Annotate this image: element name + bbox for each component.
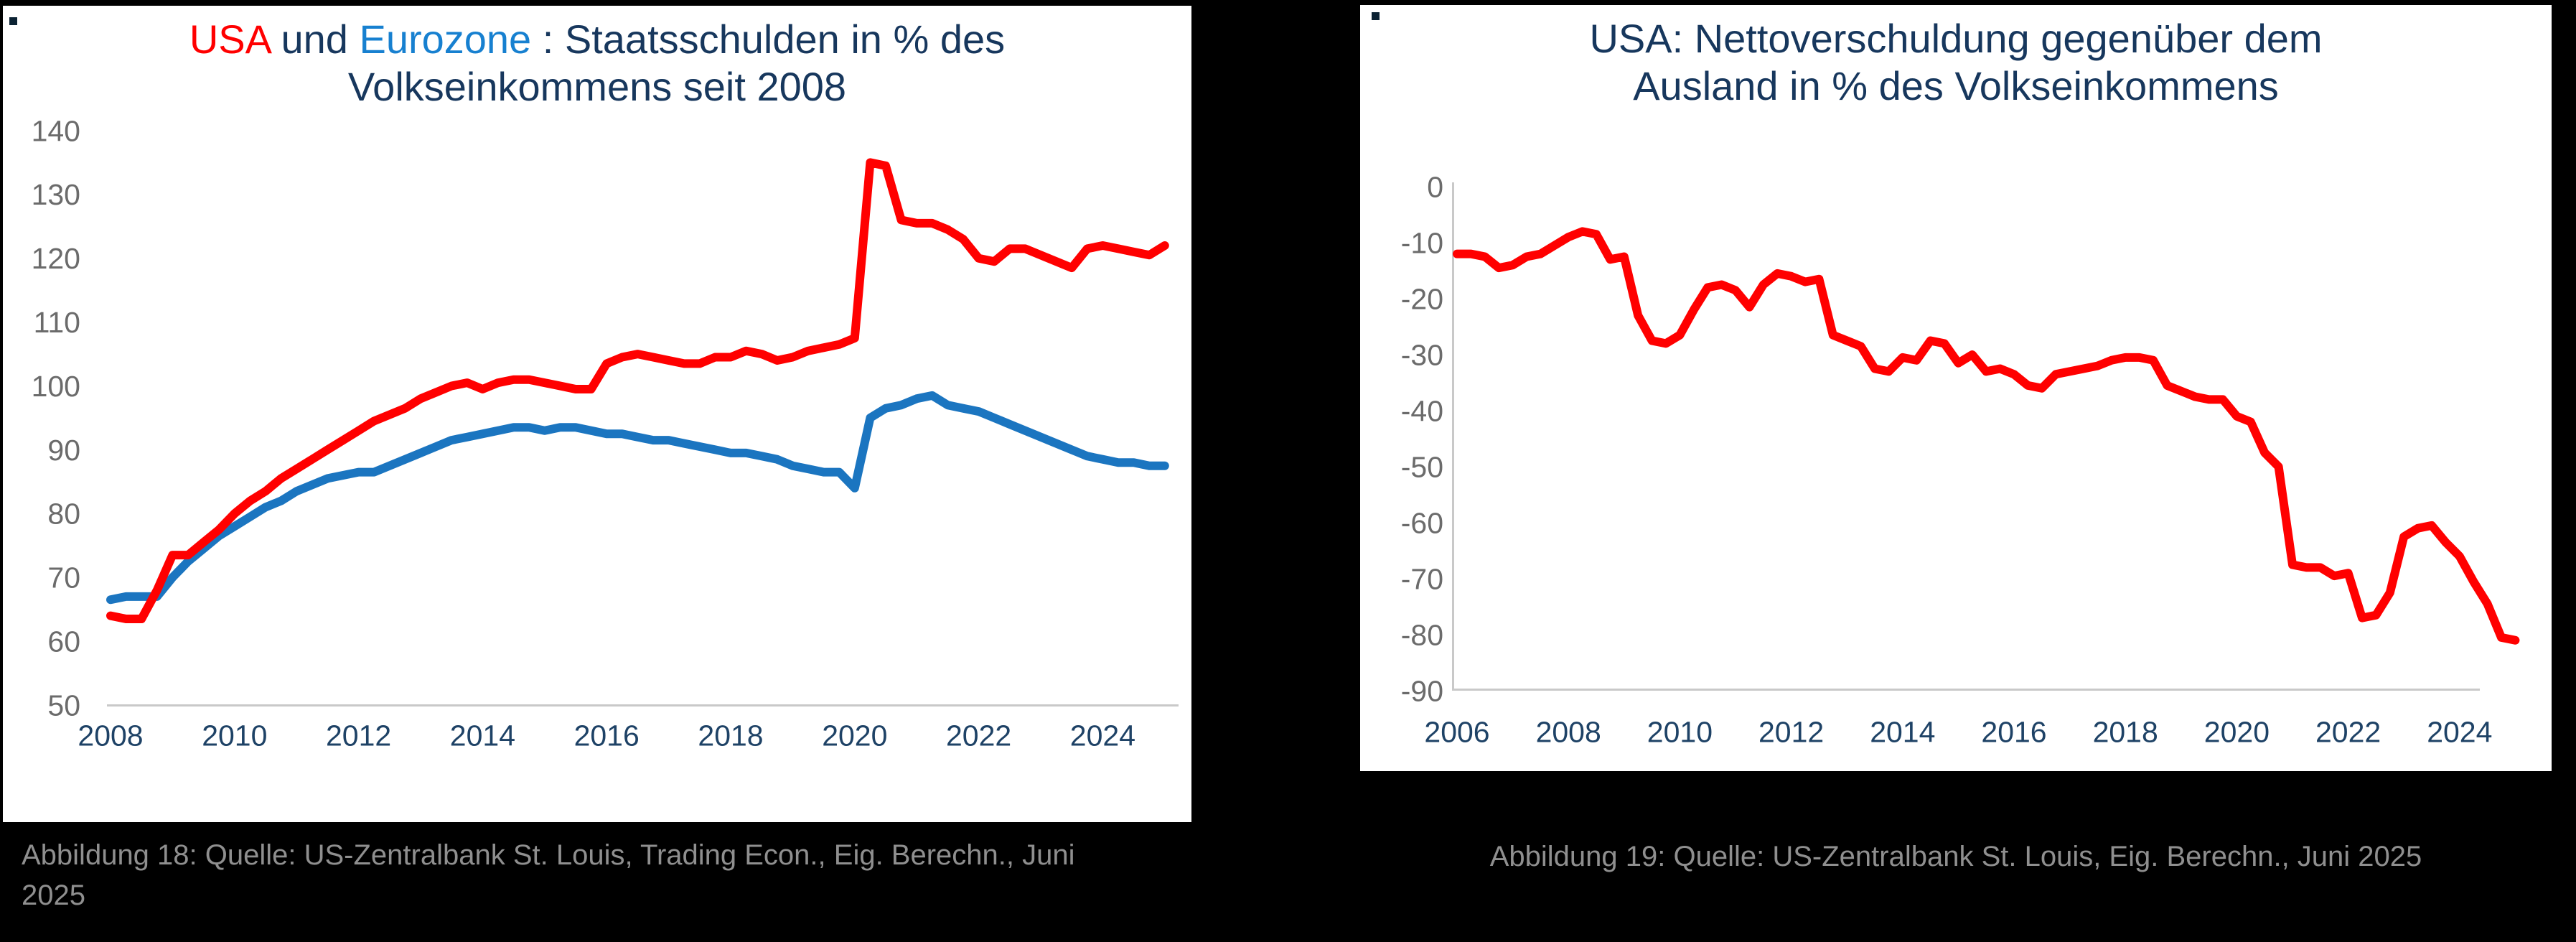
y-tick-label: -10	[1401, 226, 1443, 259]
title-segment: USA: Nettoverschuldung gegenüber dem	[1589, 16, 2323, 61]
y-tick-label: 140	[32, 114, 80, 147]
series-line-usa-nettoverschuldung	[1453, 227, 2520, 645]
x-tick-label: 2016	[1981, 715, 2046, 748]
bullet-square-icon	[9, 17, 17, 25]
x-tick-label: 2020	[2204, 715, 2270, 748]
y-tick-label: 70	[47, 561, 80, 594]
x-tick-label: 2008	[78, 719, 143, 752]
left-chart-panel: USA und Eurozone : Staatsschulden in % d…	[3, 6, 1191, 822]
y-tick-label: 80	[47, 498, 80, 531]
y-tick-label: -80	[1401, 618, 1443, 651]
y-tick-label: -60	[1401, 506, 1443, 539]
title-segment: Volkseinkommens seit 2008	[347, 64, 847, 109]
x-tick-label: 2008	[1536, 715, 1601, 748]
series-line-eurozone	[106, 391, 1169, 605]
y-tick-label: 130	[32, 178, 80, 211]
right-chart-svg: 0 -10 -20 -30 -40 -50 -60 -70 -80 -90 2006 2008 2010…	[1401, 170, 2520, 748]
y-tick-label: -40	[1401, 394, 1443, 427]
x-tick-label: 2016	[574, 719, 640, 752]
title-segment: und	[269, 17, 360, 62]
x-tick-label: 2006	[1424, 715, 1489, 748]
x-tick-label: 2010	[1647, 715, 1713, 748]
y-tick-label: -30	[1401, 338, 1443, 371]
right-chart-title: USA: Nettoverschuldung gegenüber dem Ausl…	[1360, 15, 2552, 110]
left-chart-title: USA und Eurozone : Staatsschulden in % d…	[3, 16, 1191, 111]
y-tick-label: 120	[32, 242, 80, 275]
x-tick-label: 2022	[946, 719, 1011, 752]
y-tick-label: 60	[47, 625, 80, 658]
y-tick-label: 110	[34, 306, 80, 339]
y-tick-label: -50	[1401, 450, 1443, 483]
series-line-usa	[106, 158, 1169, 623]
x-tick-label: 2024	[2427, 715, 2492, 748]
bullet-square-icon	[1372, 12, 1380, 20]
title-segment: Eurozone	[359, 17, 532, 62]
y-tick-label: -70	[1401, 562, 1443, 595]
title-segment: USA	[189, 17, 270, 62]
y-tick-label: 0	[1427, 170, 1443, 203]
x-tick-label: 2018	[2093, 715, 2158, 748]
x-tick-label: 2022	[2315, 715, 2381, 748]
figure-19-caption: Abbildung 19: Quelle: US-Zentralbank St.…	[1489, 841, 2422, 872]
x-tick-label: 2010	[202, 719, 267, 752]
y-tick-label: 100	[32, 370, 80, 403]
x-tick-label: 2020	[822, 719, 887, 752]
x-tick-label: 2012	[1758, 715, 1824, 748]
title-segment: : Staatsschulden in % des	[531, 17, 1006, 62]
x-tick-label: 2014	[450, 719, 515, 752]
x-tick-label: 2024	[1070, 719, 1135, 752]
figure-18-caption: Abbildung 18: Quelle: US-Zentralbank St.…	[22, 839, 1075, 911]
y-tick-label: -20	[1401, 282, 1443, 315]
y-tick-label: -90	[1401, 674, 1443, 707]
y-tick-label: 90	[47, 434, 80, 467]
right-chart-panel: USA: Nettoverschuldung gegenüber dem Ausl…	[1360, 5, 2552, 771]
x-tick-label: 2014	[1870, 715, 1935, 748]
x-tick-label: 2012	[326, 719, 391, 752]
x-tick-label: 2018	[698, 719, 763, 752]
title-segment: Ausland in % des Volkseinkommens	[1633, 63, 2279, 108]
y-tick-label: 50	[47, 689, 80, 722]
